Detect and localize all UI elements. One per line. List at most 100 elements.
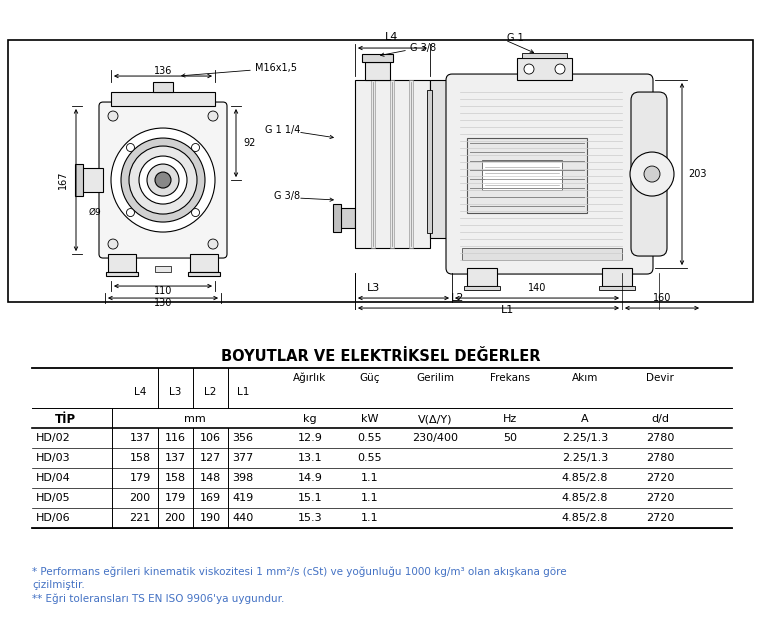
Text: 127: 127 [199,453,221,463]
Circle shape [155,172,171,188]
Bar [599,286,635,290]
Text: 50: 50 [503,433,517,443]
Text: 2720: 2720 [645,513,674,523]
Text: 158: 158 [130,453,150,463]
Circle shape [127,144,134,152]
Bar [409,80,413,248]
Circle shape [192,208,200,217]
Text: 1.1: 1.1 [361,493,378,503]
Circle shape [127,208,134,217]
Bar [462,248,622,260]
Text: 179: 179 [164,493,185,503]
Text: 230/400: 230/400 [412,433,458,443]
Bar [153,82,173,92]
Circle shape [147,164,179,196]
Bar [450,90,455,233]
Text: Frekans: Frekans [490,373,530,383]
Text: A: A [581,414,589,424]
Text: L1: L1 [501,305,513,315]
Bar [81,168,103,192]
Text: BOYUTLAR VE ELEKTRİKSEL DEĞERLER: BOYUTLAR VE ELEKTRİKSEL DEĞERLER [221,349,541,364]
Text: 12.9: 12.9 [298,433,323,443]
Text: 440: 440 [233,513,253,523]
Text: 1.1: 1.1 [361,513,378,523]
Text: 203: 203 [688,169,707,179]
Bar [75,164,83,196]
Text: 200: 200 [130,493,150,503]
FancyBboxPatch shape [631,92,667,256]
Text: 137: 137 [165,453,185,463]
Text: Güç: Güç [359,373,380,383]
Bar [467,138,587,213]
Text: Akım: Akım [571,373,598,383]
Circle shape [139,156,187,204]
FancyBboxPatch shape [99,102,227,258]
Circle shape [630,152,674,196]
Text: 179: 179 [130,473,150,483]
Bar [190,254,218,272]
Text: 14.9: 14.9 [298,473,323,483]
Bar [390,80,394,248]
Text: 200: 200 [165,513,185,523]
Text: L3: L3 [366,283,380,293]
Bar [522,53,567,58]
Circle shape [192,144,200,152]
Text: Ağırlık: Ağırlık [294,373,327,383]
Text: 398: 398 [233,473,253,483]
Text: 140: 140 [528,283,546,293]
Text: 4.85/2.8: 4.85/2.8 [562,493,608,503]
Text: HD/06: HD/06 [36,513,71,523]
Text: G 3/8: G 3/8 [410,43,436,53]
Bar [155,266,171,272]
Text: 4.85/2.8: 4.85/2.8 [562,513,608,523]
Circle shape [555,64,565,74]
Text: G 1 1/4: G 1 1/4 [265,125,300,135]
Bar [362,54,393,62]
Bar [108,254,136,272]
Text: Hz: Hz [503,414,517,424]
Text: 15.3: 15.3 [298,513,322,523]
Text: 1.1: 1.1 [361,473,378,483]
Text: ** Eğri toleransları TS EN ISO 9906'ya uygundur.: ** Eğri toleransları TS EN ISO 9906'ya u… [32,593,285,603]
Text: TİP: TİP [54,412,76,426]
Text: 148: 148 [199,473,221,483]
Circle shape [111,128,215,232]
Text: 2.25/1.3: 2.25/1.3 [562,453,608,463]
Text: 377: 377 [233,453,253,463]
Text: L2: L2 [451,293,465,303]
Text: 4.85/2.8: 4.85/2.8 [562,473,608,483]
Text: 2720: 2720 [645,493,674,503]
Bar [333,204,341,232]
Bar [602,268,632,286]
Bar [355,80,430,248]
Text: L3: L3 [169,387,181,397]
Text: V(Δ/Y): V(Δ/Y) [418,414,452,424]
Text: 2720: 2720 [645,473,674,483]
Text: 116: 116 [165,433,185,443]
Circle shape [121,138,205,222]
Text: L4: L4 [134,387,146,397]
Text: G 3/8: G 3/8 [274,191,300,201]
Circle shape [644,166,660,182]
Text: Gerilim: Gerilim [416,373,454,383]
Bar [517,58,572,80]
Text: 110: 110 [154,286,172,296]
Text: kg: kg [303,414,317,424]
Text: mm: mm [184,414,206,424]
Text: 2.25/1.3: 2.25/1.3 [562,433,608,443]
Circle shape [208,111,218,121]
Text: 0.55: 0.55 [358,433,382,443]
Text: 106: 106 [199,433,221,443]
Text: 190: 190 [199,513,221,523]
Bar [467,268,497,286]
Text: 160: 160 [653,293,671,303]
Text: M16x1,5: M16x1,5 [255,63,297,73]
Bar [427,90,432,233]
Text: 2780: 2780 [645,433,674,443]
Text: * Performans eğrileri kinematik viskozitesi 1 mm²/s (cSt) ve yoğunluğu 1000 kg/m: * Performans eğrileri kinematik viskozit… [32,566,567,577]
Text: HD/03: HD/03 [36,453,71,463]
Bar [365,62,390,80]
Circle shape [208,239,218,249]
Text: HD/02: HD/02 [36,433,71,443]
Bar [430,80,452,238]
